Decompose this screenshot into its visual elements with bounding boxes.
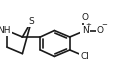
Text: +: +	[86, 22, 92, 28]
Text: O: O	[97, 26, 104, 35]
Text: NH: NH	[0, 26, 11, 35]
Text: Cl: Cl	[81, 52, 90, 61]
Text: N: N	[82, 26, 88, 35]
Text: S: S	[29, 17, 34, 26]
Text: −: −	[102, 22, 108, 28]
Text: O: O	[82, 13, 89, 22]
